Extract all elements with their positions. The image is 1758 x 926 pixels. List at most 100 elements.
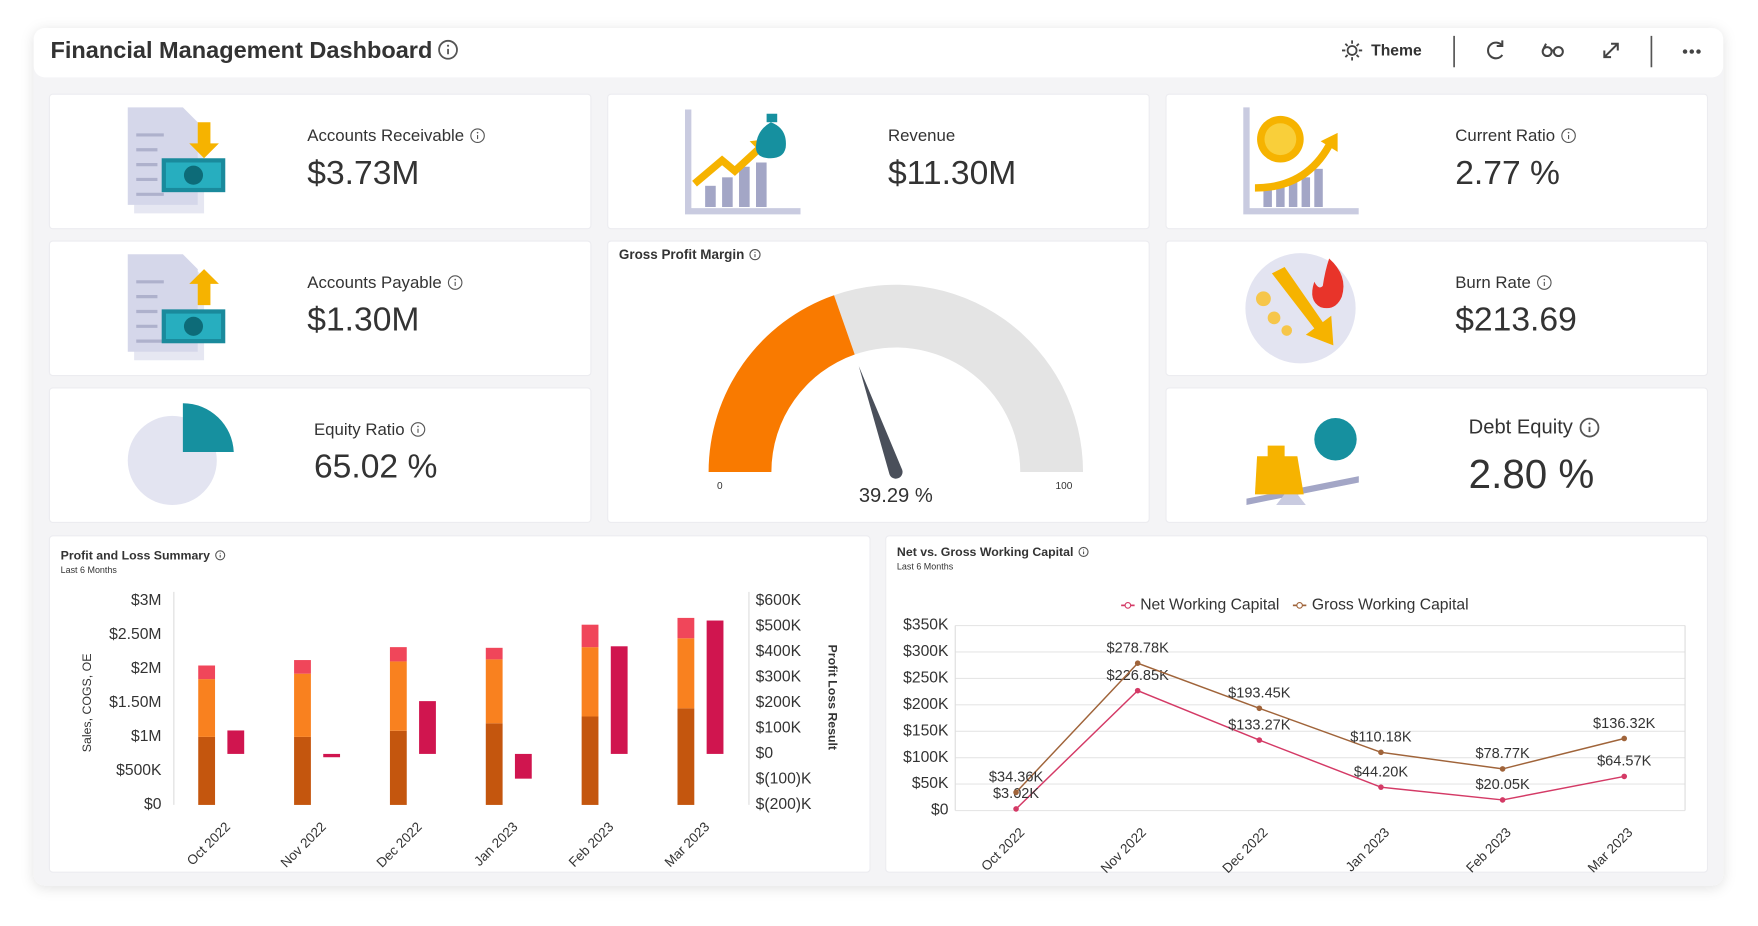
point [1378,784,1384,790]
y2-tick-label: $600K [756,592,802,609]
info-dot [754,251,756,253]
refresh-button[interactable] [1487,40,1504,60]
kpi-label: Revenue [888,126,955,145]
stacked-bar [198,665,216,680]
info-dot [476,131,479,134]
y-tick-label: $1.50M [109,694,161,711]
y-axis-label: Sales, COGS, OE [80,654,94,753]
preview-button[interactable] [1541,43,1564,58]
data-label: $64.57K [1597,754,1652,770]
info-icon [1078,546,1089,557]
info-dot [446,44,450,47]
profit-bar [227,730,245,754]
series-line [1015,689,1625,810]
stacked-bar [294,673,311,737]
y2-axis-label: Profit Loss Result [826,645,840,751]
y-tick-label: $2M [131,660,162,677]
stacked-bar [198,679,216,737]
stacked-bar [581,647,599,717]
legend-label: Net Working Capital [1140,597,1279,614]
legend-item: Net Working Capital [1121,597,1279,614]
data-label: $278.78K [1107,640,1170,656]
kpi-value: 2.80 % [1469,451,1595,497]
info-circle [410,422,426,437]
info-dot [1567,131,1570,134]
info-dot [1543,278,1546,281]
info-icon [1561,128,1576,143]
kpi-label: Current Ratio [1455,126,1555,145]
info-circle [1078,546,1089,557]
y-tick-label: $2.50M [109,626,161,643]
info-icon [447,275,463,290]
kpi-label: Debt Equity [1469,417,1574,439]
kpi-label: Equity Ratio [314,420,405,439]
stacked-bar [677,638,695,709]
gauge-tick-label: 0 [717,481,723,492]
data-label: $20.05K [1475,777,1530,793]
theme-button[interactable]: Theme [1342,40,1422,61]
point [1256,705,1263,712]
profit-bar [323,753,341,758]
series-line [1015,662,1625,793]
more-button[interactable] [1682,49,1701,54]
stacked-bar [294,660,311,674]
point [1134,687,1141,694]
point [1134,660,1141,666]
data-label: $110.18K [1350,730,1412,746]
stacked-bar [581,716,599,805]
point [1013,806,1019,812]
info-icon [1579,417,1600,438]
info-dot [1083,549,1085,551]
y2-tick-label: $0 [756,745,774,762]
chart-subtitle: Last 6 Months [61,565,118,575]
dashboard-title: Financial Management Dashboard [51,37,433,63]
y2-tick-label: $100K [756,720,802,737]
point [1621,735,1628,742]
info-icon [470,128,485,143]
fullscreen-button[interactable] [1603,42,1619,59]
point [1621,773,1628,780]
data-label: $133.27K [1228,717,1291,733]
legend-label: Gross Working Capital [1312,597,1469,614]
data-label: $226.85K [1107,668,1170,684]
card [1165,93,1709,230]
stacked-bar [677,708,695,805]
profit-bar [419,701,436,754]
kpi-label: Burn Rate [1455,273,1531,292]
gauge-track [834,284,1084,472]
chart-title: Net vs. Gross Working Capital [897,545,1074,559]
card [48,535,871,873]
info-icon [215,550,226,561]
y-tick-label: $0 [931,802,949,819]
gauge-value-label: 39.29 % [859,485,933,507]
info-dot [1588,422,1591,425]
stacked-bar [581,624,599,648]
info-icon [749,249,761,261]
stacked-bar [485,647,503,660]
point [1499,797,1506,803]
kpi-value: $1.30M [307,302,419,339]
y2-tick-label: $300K [756,669,802,686]
theme-icon [1342,40,1363,61]
y2-tick-label: $400K [756,643,802,660]
y-tick-label: $0 [144,796,162,813]
info-dot [454,278,456,281]
kpi-value: 65.02 % [314,448,437,485]
data-label: $44.20K [1354,764,1409,780]
stacked-bar [389,647,407,662]
header-bar [33,28,1724,78]
y-tick-label: $500K [116,762,162,779]
y-tick-label: $150K [903,722,949,739]
theme-label[interactable]: Theme [1371,43,1422,60]
info-dot [417,425,419,428]
stacked-bar [485,659,503,724]
y-tick-label: $350K [903,617,949,634]
point [1499,766,1506,772]
info-circle [749,249,761,261]
info-dot [219,552,221,554]
profit-bar [514,753,532,779]
stacked-bar [677,617,695,639]
y-tick-label: $50K [912,775,949,792]
